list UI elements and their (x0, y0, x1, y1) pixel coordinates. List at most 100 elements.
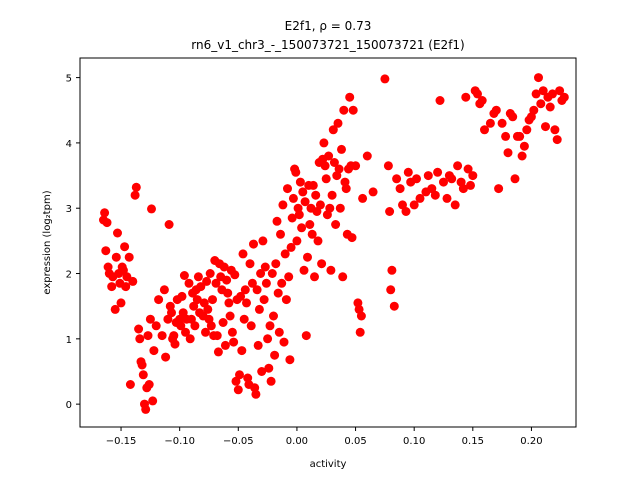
data-point (331, 220, 341, 229)
data-point (450, 200, 460, 210)
plot-frame (79, 57, 577, 428)
data-point (110, 304, 120, 314)
data-point (307, 229, 317, 239)
data-point (334, 164, 344, 174)
data-point (356, 311, 366, 321)
data-point (348, 105, 358, 115)
data-point (276, 229, 285, 239)
data-point (320, 161, 330, 171)
data-point (298, 187, 308, 197)
data-point (385, 207, 395, 216)
data-point (237, 346, 247, 356)
data-point (515, 131, 525, 141)
data-point (295, 177, 305, 187)
data-point (179, 271, 189, 280)
data-point (284, 272, 294, 282)
data-point (536, 99, 546, 109)
data-point (116, 298, 126, 308)
data-point (485, 118, 495, 128)
data-point (326, 265, 336, 275)
data-point (269, 311, 278, 321)
data-point (249, 239, 258, 249)
data-point (185, 334, 195, 344)
data-point (128, 276, 138, 286)
data-point (501, 131, 511, 141)
data-point (333, 118, 343, 128)
data-point (324, 151, 334, 161)
data-point (145, 314, 155, 324)
data-point (358, 193, 368, 203)
data-point (447, 174, 457, 184)
data-point (130, 190, 140, 200)
data-point (403, 167, 413, 177)
data-point (258, 236, 268, 246)
x-tick-label: −0.15 (106, 436, 137, 447)
data-point (555, 86, 565, 96)
data-point (291, 167, 301, 177)
data-point (423, 171, 433, 181)
data-point (270, 350, 280, 360)
data-point (288, 193, 298, 203)
data-point (430, 190, 440, 200)
data-point (401, 207, 411, 216)
data-point (177, 291, 187, 301)
x-tick-label: −0.10 (164, 436, 195, 447)
data-point (461, 92, 471, 102)
y-axis-ticks: 0 1 2 3 4 5 (66, 74, 80, 411)
data-point (266, 376, 276, 386)
data-point (170, 339, 180, 349)
data-point (206, 321, 216, 331)
data-point (176, 321, 186, 331)
data-point (193, 272, 203, 282)
data-point (277, 278, 287, 288)
y-tick-label: 0 (66, 400, 72, 411)
chart-title-line1: E2f1, ρ = 0.73 (285, 19, 372, 33)
data-point (545, 102, 555, 112)
data-point (389, 301, 399, 311)
data-point (303, 252, 312, 262)
data-point (285, 355, 295, 365)
data-point (463, 164, 473, 174)
x-axis-label: activity (310, 459, 347, 470)
data-point (468, 171, 478, 181)
data-point (386, 285, 396, 295)
data-point (305, 220, 315, 229)
data-point (294, 210, 304, 220)
data-point (477, 96, 487, 105)
data-point (267, 269, 277, 278)
data-point (222, 275, 232, 285)
data-point (281, 295, 291, 305)
data-point (473, 89, 482, 99)
data-point (338, 272, 348, 282)
data-point (259, 295, 269, 305)
data-point (148, 396, 158, 406)
data-point (355, 327, 365, 337)
data-point (534, 73, 543, 83)
data-point (254, 304, 264, 314)
data-point (196, 282, 206, 292)
data-point (345, 92, 355, 102)
data-point (517, 151, 527, 161)
data-point (144, 380, 154, 389)
data-point (287, 213, 297, 223)
data-point (412, 174, 421, 184)
data-point (538, 86, 548, 96)
data-point (273, 288, 283, 298)
data-point (274, 327, 284, 337)
data-point (131, 182, 141, 192)
data-point (223, 288, 233, 298)
data-point (111, 252, 121, 262)
data-point (230, 270, 240, 280)
data-point (548, 89, 557, 99)
x-tick-label: 0.10 (403, 436, 425, 447)
data-point (205, 269, 215, 278)
data-point (264, 363, 274, 373)
data-point (138, 370, 148, 380)
data-points (99, 73, 569, 414)
data-point (252, 285, 262, 295)
data-point (203, 304, 213, 314)
data-point (251, 389, 261, 399)
data-point (192, 295, 202, 305)
data-point (159, 285, 169, 295)
data-point (239, 314, 249, 324)
